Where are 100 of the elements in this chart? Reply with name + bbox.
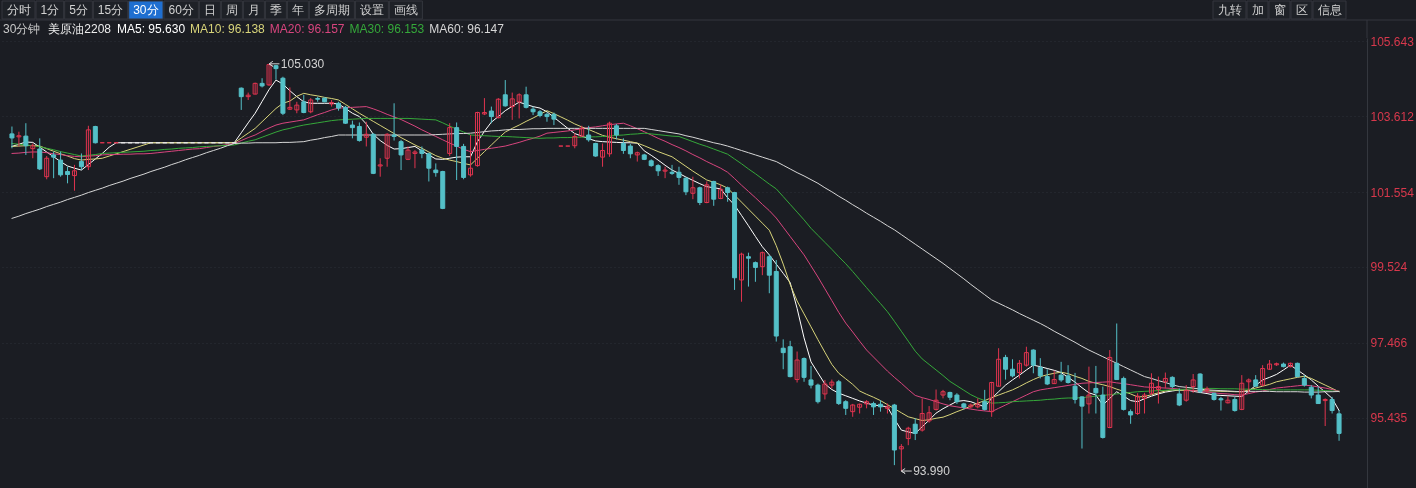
candlestick <box>1190 373 1196 394</box>
candlestick <box>1135 392 1141 416</box>
candlestick <box>1225 395 1231 405</box>
text: 多周期 <box>313 3 350 17</box>
text: MA30: 96.153 <box>349 22 425 36</box>
candlestick <box>468 134 474 178</box>
text: MA20: 96.157 <box>269 22 345 36</box>
candlestick <box>780 338 786 370</box>
candlestick <box>982 389 988 412</box>
candlestick <box>71 164 77 192</box>
candlestick <box>1336 409 1342 442</box>
candlestick <box>1197 372 1203 394</box>
y-tick-label: 95.435 <box>1370 411 1408 426</box>
text: 信息 <box>1317 3 1342 17</box>
chart-title: 30分钟 <box>3 22 41 36</box>
candlestick <box>898 443 904 472</box>
text: MA60: 96.147 <box>429 22 505 36</box>
candlestick <box>516 92 522 119</box>
candlestick <box>454 121 460 181</box>
candlestick <box>16 131 22 147</box>
candlestick <box>502 79 508 108</box>
candlestick <box>259 77 265 88</box>
candlestick <box>607 121 612 158</box>
candlestick <box>1142 392 1148 414</box>
candlestick <box>447 122 453 157</box>
text: 60分 <box>168 3 194 17</box>
text: 窗 <box>1273 3 1286 17</box>
candlestick <box>23 122 29 156</box>
candlestick <box>1003 354 1009 381</box>
candlestick <box>85 125 91 171</box>
candlestick <box>474 111 480 168</box>
candlestick <box>1016 359 1022 379</box>
candlestick <box>1023 346 1029 368</box>
y-tick-label: 103.612 <box>1370 109 1415 124</box>
candlestick <box>363 121 369 147</box>
candlestick <box>1107 349 1113 429</box>
candlestick <box>711 180 717 207</box>
candlestick <box>1204 386 1210 394</box>
candlestick <box>600 142 606 168</box>
y-tick-label: 105.643 <box>1370 34 1415 49</box>
candlestick <box>801 356 807 383</box>
candlestick <box>1239 374 1245 411</box>
candlestick <box>238 86 244 111</box>
text: 30分 <box>133 3 159 17</box>
candlestick <box>794 351 800 384</box>
candlestick <box>37 137 43 171</box>
candlestick <box>384 132 390 168</box>
candlestick <box>836 379 842 406</box>
candlestick <box>1322 397 1328 427</box>
annotation: 105.030 <box>280 56 325 71</box>
candlestick <box>495 97 501 119</box>
candlestick <box>252 82 258 95</box>
y-tick-label: 101.554 <box>1370 185 1415 200</box>
chart-subtitle: 美原油2208 <box>48 22 112 36</box>
candlestick <box>759 251 765 276</box>
candlestick <box>266 63 272 87</box>
text: 季 <box>269 3 282 17</box>
text: 区 <box>1295 3 1308 17</box>
candlestick <box>58 151 64 178</box>
candlestick <box>1086 366 1092 414</box>
text: 月 <box>247 3 260 17</box>
text: 分时 <box>6 3 31 17</box>
candlestick <box>1260 364 1266 387</box>
candlestick <box>1155 376 1161 405</box>
candlestick <box>704 180 710 204</box>
candlestick <box>51 151 57 179</box>
candlestick <box>9 126 15 149</box>
candlestick <box>905 426 911 446</box>
candlestick <box>912 417 918 441</box>
text: MA10: 96.138 <box>190 22 266 36</box>
candlestick <box>1037 357 1043 379</box>
candlestick <box>509 92 515 121</box>
annotation: 93.990 <box>913 464 951 479</box>
candlestick <box>1093 365 1099 414</box>
candlestick <box>745 252 751 288</box>
candlestick <box>377 157 383 178</box>
candlestick <box>739 252 745 303</box>
candlestick <box>342 105 348 125</box>
candlestick <box>933 389 939 412</box>
text: 1分 <box>40 3 60 17</box>
text: 周 <box>225 3 238 17</box>
candlestick <box>662 166 668 179</box>
candlestick <box>1114 322 1120 381</box>
candlestick <box>989 381 995 418</box>
candlestick <box>940 389 946 399</box>
candlestick <box>391 102 397 142</box>
text: 加 <box>1251 3 1264 17</box>
candlestick <box>398 139 404 171</box>
candlestick <box>273 64 279 81</box>
text: 15分 <box>97 3 124 17</box>
text: 年 <box>291 3 304 17</box>
candlestick <box>1030 348 1036 374</box>
candlestick <box>1148 372 1154 396</box>
y-tick-label: 97.466 <box>1370 336 1408 351</box>
candlestick <box>44 155 50 180</box>
candlestick <box>766 254 772 294</box>
text: 九转 <box>1217 3 1242 17</box>
text: 日 <box>203 3 216 17</box>
candlestick <box>690 176 696 200</box>
candlestick <box>356 121 362 143</box>
